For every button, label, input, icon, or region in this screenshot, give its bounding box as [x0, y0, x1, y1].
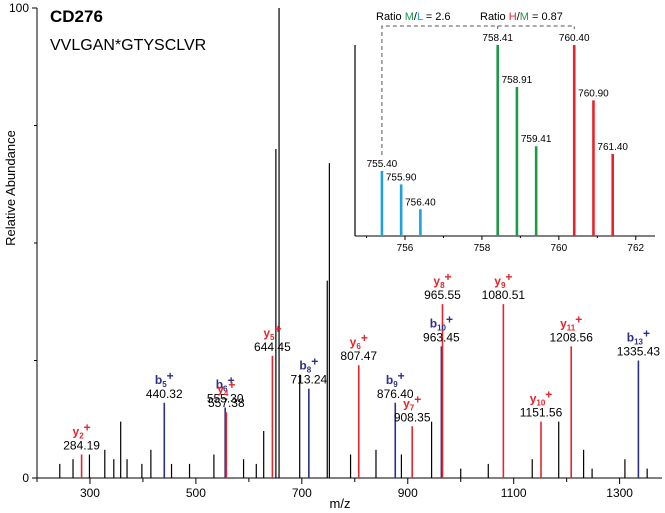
- peak-mz-label: 876.40: [377, 387, 414, 401]
- ratio-ml-text: Ratio M/L = 2.6: [376, 11, 451, 23]
- peak-mz-label: 713.24: [290, 373, 327, 387]
- ion-label-y6: y6+: [350, 331, 368, 351]
- peak-mz-label: 644.45: [254, 340, 291, 354]
- ion-label-b5: b5+: [155, 369, 174, 389]
- inset-peak-label: 759.41: [521, 134, 552, 145]
- peak-mz-label: 284.19: [63, 439, 100, 453]
- peak-mz-label: 557.38: [208, 396, 245, 410]
- ion-label-y10: y10+: [530, 388, 553, 408]
- peak-mz-label: 965.55: [424, 288, 461, 302]
- x-tick-label: 700: [292, 486, 312, 500]
- inset-x-tick-label: 758: [474, 243, 491, 254]
- inset-peak-label: 756.40: [405, 197, 436, 208]
- peak-mz-label: 963.45: [423, 330, 460, 344]
- x-tick-label: 1100: [501, 486, 527, 500]
- peak-mz-label: 1151.56: [520, 406, 563, 420]
- ion-label-b6: b6+: [216, 374, 235, 394]
- ratio-hm-bracket: [497, 25, 575, 29]
- ratio-hm-text: Ratio H/M = 0.87: [480, 11, 563, 23]
- y-axis-label: Relative Abundance: [3, 130, 18, 246]
- inset-axes: 756 758 760 762: [354, 45, 655, 254]
- peak-mz-label: 1080.51: [482, 288, 526, 302]
- inset-x-tick-label: 760: [551, 243, 568, 254]
- x-tick-label: 1300: [606, 486, 633, 500]
- ion-label-y8: y8+: [433, 270, 451, 290]
- main-peaks: [59, 8, 648, 478]
- ratio-ml-bracket: [381, 25, 499, 156]
- ion-label-b8: b8+: [299, 355, 318, 375]
- inset-peak-label: 758.91: [502, 75, 533, 86]
- ion-label-y9: y9+: [494, 270, 512, 290]
- x-tick-label: 300: [80, 486, 100, 500]
- inset-peak-label: 761.40: [597, 142, 628, 153]
- peak-mz-label: 807.47: [340, 349, 377, 363]
- x-tick-label: 900: [398, 486, 418, 500]
- inset-peak-label: 758.41: [482, 33, 513, 44]
- x-axis-label: m/z: [330, 496, 351, 511]
- inset-peak-label: 755.40: [367, 159, 398, 170]
- peak-mz-label: 908.35: [394, 410, 431, 424]
- ion-label-b10: b10+: [430, 312, 453, 332]
- x-tick-label: 500: [186, 486, 206, 500]
- chart-title: CD276: [50, 7, 103, 26]
- y-tick-label: 100: [9, 1, 29, 15]
- y-tick-label: 0: [22, 471, 29, 485]
- ion-label-y5: y5+: [263, 322, 281, 342]
- inset-peak-label: 760.40: [559, 33, 590, 44]
- peak-mz-label: 1335.43: [617, 345, 661, 359]
- ion-label-b13: b13+: [627, 327, 650, 347]
- ion-label-b9: b9+: [386, 369, 405, 389]
- inset-x-tick-label: 756: [397, 243, 414, 254]
- ion-label-y4: y4+: [217, 378, 235, 398]
- peak-mz-label: 440.32: [146, 387, 183, 401]
- main-axes: 300 500 700 900 1100 1300 0 100: [9, 1, 662, 500]
- ion-label-y11: y11+: [560, 312, 582, 332]
- chart-subtitle: VVLGAN*GTYSCLVR: [50, 37, 206, 54]
- inset-x-tick-label: 762: [627, 243, 644, 254]
- inset-peak-label: 760.90: [578, 88, 609, 99]
- peak-mz-label: 1208.56: [549, 330, 593, 344]
- inset-peak-label: 755.90: [386, 172, 417, 183]
- ion-label-y2: y2+: [73, 421, 91, 441]
- peak-mz-label: 555.30: [207, 392, 244, 406]
- inset-ratios: Ratio M/L = 2.6 Ratio H/M = 0.87: [376, 11, 575, 156]
- ion-label-y7: y7+: [403, 392, 421, 412]
- isotope-inset: 756 758 760 762 755.40 755.90 756.40 758.41 758…: [354, 8, 655, 254]
- inset-background: [355, 8, 655, 238]
- inset-peaks: 755.40 755.90 756.40 758.41 758.91 759.41 760.…: [367, 33, 628, 236]
